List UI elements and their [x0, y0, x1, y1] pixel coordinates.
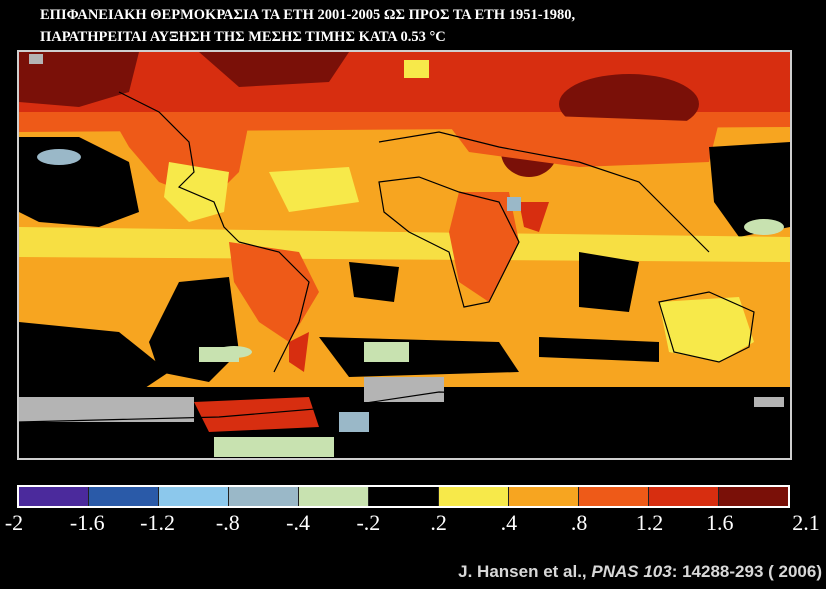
tropical-band [19, 227, 790, 262]
southern-indian-neutral [539, 337, 659, 362]
greenland-extreme [199, 52, 349, 87]
legend-tick-label: 2.1 [792, 510, 820, 535]
legend-tick-label: -1.6 [69, 510, 105, 535]
arctic-missing-data [29, 54, 43, 64]
australia-coast [658, 291, 755, 363]
indian-ocean-neutral [579, 252, 639, 312]
arabia-cool-patch [507, 197, 521, 211]
color-legend-ticks: -2 -1.6 -1.2 -.8 -.4 -.2 .2 .4 .8 1.2 1.6 2.1 [0, 510, 826, 540]
south-atlantic-neutral [349, 262, 399, 302]
west-pacific-neutral [709, 142, 790, 237]
antarctica-missing-east [754, 397, 784, 407]
continent-outlines [19, 91, 790, 423]
legend-bin-5 [369, 487, 439, 506]
legend-bin-4 [299, 487, 369, 506]
map-title-line-1: ΕΠΙΦΑΝΕΙΑΚΗ ΘΕΡΜΟΚΡΑΣΙΑ ΤΑ ΕΤΗ 2001-2005… [40, 7, 576, 23]
map-title-line-2: ΠΑΡΑΤΗΡΕΙΤΑΙ ΑΥΞΗΣΗ ΤΗΣ ΜΕΣΗΣ ΤΙΜΗΣ ΚΑΤΑ… [40, 29, 446, 45]
eurasia-warming [439, 112, 719, 167]
north-america-coast [118, 91, 240, 243]
australia-mild [659, 297, 754, 362]
patagonia-warming [289, 332, 309, 372]
legend-bin-6 [439, 487, 509, 506]
legend-bin-1 [89, 487, 159, 506]
africa-warming [449, 192, 519, 302]
legend-tick-label: -2 [4, 510, 24, 535]
arctic-extreme-west [19, 52, 139, 107]
legend-tick-label: 1.2 [635, 510, 664, 535]
south-pacific-neutral [19, 322, 169, 392]
legend-bin-7 [509, 487, 579, 506]
africa-coast [378, 176, 520, 308]
legend-bin-3 [229, 487, 299, 506]
antarctica-cool-1 [214, 437, 334, 457]
legend-tick-label: -1.2 [140, 510, 175, 535]
south-america-warming [229, 242, 319, 342]
legend-tick-label: -.4 [286, 510, 310, 535]
legend-tick-label: .4 [500, 510, 518, 535]
legend-tick-label: .8 [570, 510, 588, 535]
north-atlantic-mild [269, 167, 359, 212]
legend-bin-8 [579, 487, 649, 506]
source-credit: J. Hansen et al., PNAS 103: 14288-293 ( … [458, 562, 822, 582]
legend-bin-10 [719, 487, 788, 506]
color-legend-bar [17, 485, 790, 508]
drake-cool [199, 347, 239, 362]
legend-bin-9 [649, 487, 719, 506]
south-america-coast [238, 241, 310, 373]
southern-ocean-cool [364, 342, 409, 362]
pacific-cool-patch [744, 219, 784, 235]
red-sea-warming [519, 202, 549, 232]
eurasia-coast [378, 131, 710, 253]
antarctica-coast [19, 391, 790, 423]
us-mild-warming [164, 162, 229, 222]
antarctic-peninsula-warming [194, 397, 319, 432]
north-pacific-cool [37, 149, 81, 165]
legend-bin-0 [19, 487, 89, 506]
world-map [19, 52, 790, 458]
legend-tick-label: .2 [430, 510, 447, 535]
temperature-anomaly-map [17, 50, 792, 460]
credit-author: J. Hansen et al., [458, 562, 592, 581]
legend-bin-2 [159, 487, 229, 506]
legend-tick-label: -.2 [356, 510, 381, 535]
credit-journal: PNAS 103 [591, 562, 672, 581]
antarctica-cool-2 [339, 412, 369, 432]
southern-ocean-neutral [319, 337, 519, 377]
map-title: ΕΠΙΦΑΝΕΙΑΚΗ ΘΕΡΜΟΚΡΑΣΙΑ ΤΑ ΕΤΗ 2001-2005… [40, 4, 810, 48]
legend-tick-label: 1.6 [705, 510, 734, 535]
antarctica-missing-center [364, 377, 444, 402]
legend-tick-label: -.8 [215, 510, 240, 535]
arctic-patch [404, 60, 429, 78]
credit-pages: : 14288-293 ( 2006) [671, 562, 822, 581]
